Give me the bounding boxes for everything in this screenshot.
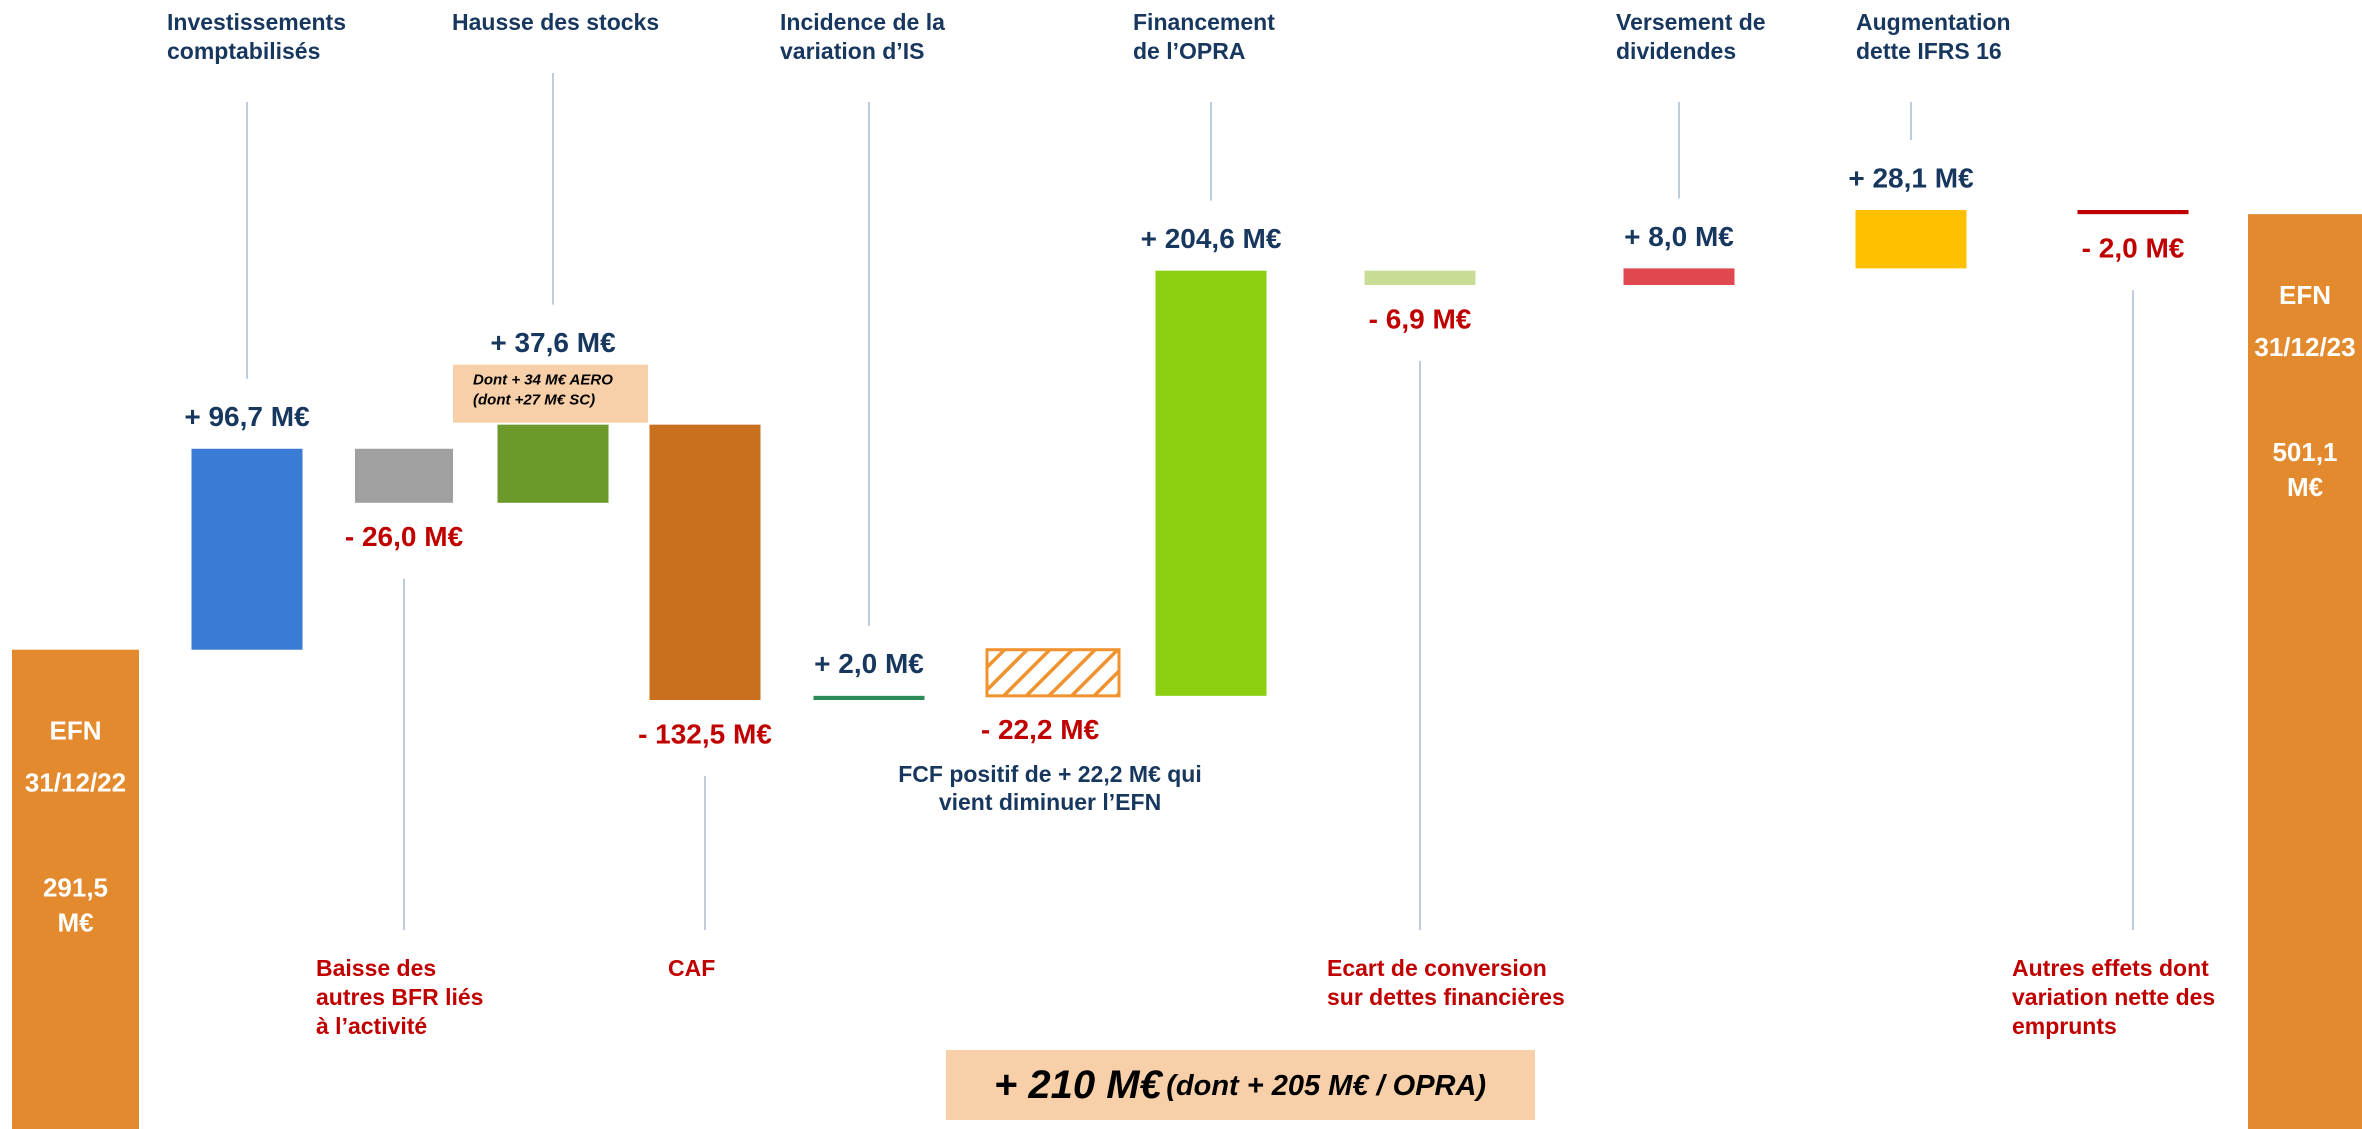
category-label: variation nette des — [2012, 984, 2215, 1010]
category-label: Versement de — [1616, 9, 1766, 35]
bar — [1855, 210, 1967, 269]
category-label: emprunts — [2012, 1013, 2117, 1039]
summary-main: + 210 M€ — [994, 1063, 1164, 1107]
start-bar — [12, 649, 139, 1129]
value-label: + 8,0 M€ — [1624, 221, 1734, 252]
subtotal-annotation: FCF positif de + 22,2 M€ qui — [898, 761, 1202, 787]
bar — [497, 424, 609, 503]
category-label: variation d’IS — [780, 38, 924, 64]
category-label: Augmentation — [1856, 9, 2011, 35]
bar — [191, 448, 303, 650]
value-label: + 37,6 M€ — [490, 327, 616, 358]
category-label: Baisse des — [316, 955, 436, 981]
category-label: Ecart de conversion — [1327, 955, 1547, 981]
start-value-label: 291,5 — [43, 873, 108, 903]
start-label: 31/12/22 — [25, 768, 126, 798]
end-value-label: 501,1 — [2272, 437, 2337, 467]
value-label: - 26,0 M€ — [345, 521, 464, 552]
category-label: autres BFR liés — [316, 984, 483, 1010]
category-label: Autres effets dont — [2012, 955, 2209, 981]
category-label: Incidence de la — [780, 9, 945, 35]
value-label: - 2,0 M€ — [2082, 233, 2185, 264]
subtotal-bar — [985, 648, 1121, 698]
subtotal-value-label: - 22,2 M€ — [981, 714, 1100, 745]
value-label: - 6,9 M€ — [1369, 303, 1472, 334]
summary-box — [946, 1050, 1535, 1120]
note-box — [453, 364, 648, 423]
summary-detail: (dont + 205 M€ / OPRA) — [1166, 1070, 1486, 1102]
bar — [813, 695, 925, 700]
category-label: Hausse des stocks — [452, 9, 659, 35]
summary: + 210 M€ (dont + 205 M€ / OPRA) — [994, 1063, 1486, 1107]
category-label: dette IFRS 16 — [1856, 38, 2002, 64]
end-label: EFN — [2279, 280, 2331, 310]
note: Dont + 34 M€ AERO — [473, 372, 613, 389]
end-bar — [2248, 214, 2362, 1129]
end-value-label: M€ — [2287, 472, 2323, 502]
category-label: Investissements — [167, 9, 346, 35]
category-label: CAF — [668, 955, 715, 981]
category-label: sur dettes financières — [1327, 984, 1565, 1010]
subtotal-annotation: vient diminuer l’EFN — [939, 789, 1161, 815]
bar — [1155, 270, 1267, 696]
category-label: comptabilisés — [167, 38, 320, 64]
start-value-label: M€ — [57, 908, 93, 938]
end-label: 31/12/23 — [2254, 332, 2355, 362]
note: (dont +27 M€ SC) — [473, 392, 595, 409]
category-label: de l’OPRA — [1133, 38, 1245, 64]
category-label: dividendes — [1616, 38, 1736, 64]
value-label: + 2,0 M€ — [814, 648, 924, 679]
category-label: à l’activité — [316, 1013, 427, 1039]
bar — [2077, 210, 2189, 215]
value-label: - 132,5 M€ — [638, 718, 772, 749]
bar — [355, 448, 453, 503]
bar — [1364, 270, 1476, 286]
bar — [1623, 268, 1735, 286]
bar — [649, 424, 761, 700]
start-label: EFN — [50, 716, 102, 746]
category-label: Financement — [1133, 9, 1275, 35]
value-label: + 204,6 M€ — [1141, 223, 1282, 254]
value-label: + 96,7 M€ — [184, 401, 310, 432]
value-label: + 28,1 M€ — [1848, 162, 1974, 193]
